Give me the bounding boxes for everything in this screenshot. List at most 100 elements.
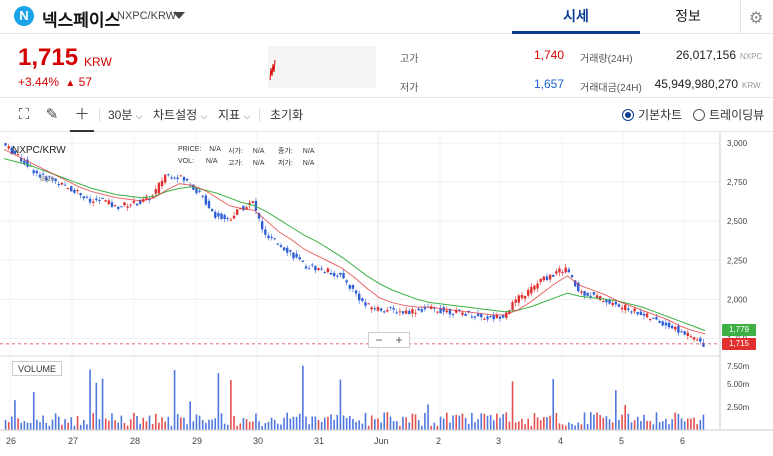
candle-body xyxy=(273,238,276,240)
candle-body xyxy=(702,342,705,347)
volume-bar xyxy=(558,423,561,430)
volume-bar xyxy=(64,419,66,430)
amount-value: 45,949,980,270 xyxy=(654,77,738,91)
volume-bar xyxy=(114,420,116,430)
zoom-in-button[interactable]: + xyxy=(395,333,403,347)
volume-bar xyxy=(424,412,426,430)
chart-settings-button[interactable]: 차트설정 ⌵ xyxy=(153,98,207,132)
candle-body xyxy=(577,282,580,292)
tab-info[interactable]: 정보 xyxy=(675,8,701,24)
tradingview-label[interactable]: 트레이딩뷰 xyxy=(709,108,765,122)
tab-market[interactable]: 시세 xyxy=(512,0,640,34)
reset-button[interactable]: 초기화 xyxy=(270,108,304,122)
volume-bar xyxy=(142,417,145,430)
volume-bar xyxy=(677,413,680,430)
y-tick-label: 3,000 xyxy=(727,139,748,148)
overlay-label: lays xyxy=(40,174,55,183)
header-bar: N 넥스페이스 NXPC/KRW 시세 정보 ⚙ xyxy=(0,0,773,34)
candle-body xyxy=(611,302,614,306)
volume-bar xyxy=(264,423,267,430)
basic-chart-radio[interactable] xyxy=(622,109,634,121)
volume-bar xyxy=(486,415,489,430)
candle-body xyxy=(383,311,386,313)
candle-body xyxy=(605,299,608,303)
candle-body xyxy=(107,200,111,205)
candle-body xyxy=(63,184,67,186)
volume-bar xyxy=(267,421,270,430)
volume-bar xyxy=(661,421,664,430)
candle-body xyxy=(639,311,643,315)
volume-bar xyxy=(593,414,595,430)
chart-toolbar: ⛶ ✎ ＋ 30분 ⌵ 차트설정 ⌵ 지표 ⌵ 초기화 기본차트 트레이딩뷰 xyxy=(0,98,773,132)
candle-body xyxy=(182,177,186,181)
volume-bar xyxy=(277,423,279,430)
volume-bar xyxy=(57,416,60,430)
candle-body xyxy=(561,272,564,274)
candle-body xyxy=(51,177,54,180)
candle-body xyxy=(517,295,520,303)
volume-bar xyxy=(355,421,357,430)
volume-bar xyxy=(17,418,19,430)
candle-body xyxy=(373,308,377,310)
tradingview-radio[interactable] xyxy=(693,109,705,121)
ma-price-tag: 1,779 xyxy=(722,323,756,336)
change-percent: +3.44% xyxy=(18,75,60,89)
volume-bar xyxy=(615,390,617,430)
info-value: N/A xyxy=(302,148,315,155)
chevron-down-icon[interactable] xyxy=(173,12,185,19)
volume-bar xyxy=(489,414,492,430)
chart-canvas[interactable]: 3,0002,7502,5002,2502,0001,7507.50m5.00m… xyxy=(0,132,773,451)
indicators-button[interactable]: 지표 ⌵ xyxy=(218,98,250,132)
candle-body xyxy=(179,175,183,177)
basic-chart-label[interactable]: 기본차트 xyxy=(638,108,683,122)
fullscreen-icon[interactable]: ⛶ xyxy=(18,106,30,123)
candle-body xyxy=(417,308,420,311)
crosshair-icon[interactable]: ＋ xyxy=(70,98,94,132)
coin-pair[interactable]: NXPC/KRW xyxy=(117,10,177,22)
candle-body xyxy=(104,200,107,202)
pencil-icon[interactable]: ✎ xyxy=(45,106,59,123)
volume-bar xyxy=(61,424,63,430)
price-chart[interactable]: 3,0002,7502,5002,2502,0001,7507.50m5.00m… xyxy=(0,132,773,451)
candle-body xyxy=(423,307,427,310)
candle-body xyxy=(589,295,592,297)
candle-body xyxy=(548,274,552,280)
volume-bar xyxy=(67,422,69,430)
gear-icon[interactable]: ⚙ xyxy=(749,10,764,27)
volume-bar xyxy=(170,425,173,430)
candle-body xyxy=(85,196,89,198)
candle-body xyxy=(617,304,621,307)
candle-body xyxy=(480,313,483,318)
candle-body xyxy=(695,339,699,341)
coin-name[interactable]: 넥스페이스 xyxy=(42,11,121,30)
volume-bar xyxy=(599,415,601,430)
volume-bar xyxy=(226,424,229,430)
volume-bar xyxy=(158,422,160,430)
volume-bar xyxy=(455,414,458,430)
volume-bar xyxy=(552,378,555,430)
volume-bar xyxy=(195,414,198,430)
candle-body xyxy=(79,192,82,196)
candle-body xyxy=(379,308,383,311)
volume-bar xyxy=(39,422,41,430)
candle-body xyxy=(645,313,649,318)
volume-bar xyxy=(36,419,38,430)
volume-bar xyxy=(699,420,702,430)
candle-body xyxy=(398,311,402,313)
candle-body xyxy=(57,183,60,186)
candle-body xyxy=(608,299,611,304)
candle-body xyxy=(367,303,370,305)
volume-bar xyxy=(508,421,511,430)
zoom-out-button[interactable]: − xyxy=(375,333,383,347)
candle-body xyxy=(20,158,23,162)
volume-bar xyxy=(395,421,398,430)
candle-body xyxy=(392,307,395,310)
candle-body xyxy=(70,186,73,192)
amount-label: 거래대금(24H) xyxy=(580,83,642,94)
volume-bar xyxy=(239,423,242,430)
volume-bar xyxy=(42,415,44,430)
interval-select[interactable]: 30분 ⌵ xyxy=(108,98,143,132)
volume-bar xyxy=(214,418,217,430)
candle-body xyxy=(260,221,264,230)
candle-body xyxy=(633,308,636,312)
